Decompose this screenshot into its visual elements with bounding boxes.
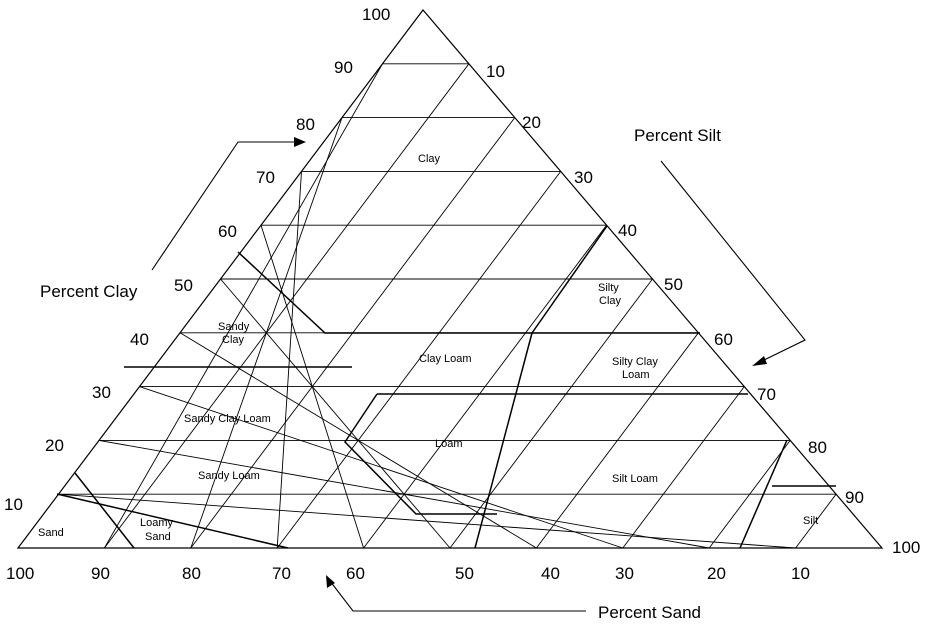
boundary-loam-left (344, 393, 497, 515)
region-label-silty-clay-1: Silty (598, 282, 619, 294)
grid-line-silt (708, 440, 791, 549)
boundary-clay-lower (237, 251, 700, 334)
region-label-clay-loam: Clay Loam (419, 353, 472, 365)
boundary-sand (74, 472, 135, 549)
clay-tick-20: 20 (45, 436, 64, 455)
silt-tick-10: 10 (486, 62, 505, 81)
sand-tick-60: 60 (346, 564, 365, 583)
grid-line-sand (190, 117, 343, 549)
silt-tick-100: 100 (892, 538, 920, 557)
silt-direction-arrow (660, 160, 806, 366)
grid-line-sand (104, 63, 383, 549)
silt-tick-20: 20 (522, 113, 541, 132)
region-label-silty-clay-loam-1: Silty Clay (612, 356, 658, 368)
region-label-sandy-clay-loam: Sandy Clay Loam (184, 413, 271, 425)
grid-line-silt (795, 493, 837, 549)
sand-tick-40: 40 (541, 564, 560, 583)
region-label-loamy-sand-2: Sand (145, 531, 171, 543)
grid-line-sand (260, 225, 365, 549)
silt-tick-90: 90 (845, 488, 864, 507)
triangle-outline (16, 9, 884, 549)
region-label-silty-clay-2: Clay (599, 295, 622, 307)
clay-axis-title: Percent Clay (40, 282, 138, 301)
clay-tick-50: 50 (174, 276, 193, 295)
grid-lines (58, 63, 837, 549)
sand-tick-10: 10 (791, 564, 810, 583)
clay-tick-10: 10 (4, 495, 23, 514)
region-label-silty-clay-loam-2: Loam (622, 369, 650, 381)
region-label-sandy-clay-1: Sandy (218, 321, 250, 333)
region-label-silt-loam: Silt Loam (612, 473, 658, 485)
boundary-loamy-sand (56, 493, 289, 549)
sand-tick-90: 90 (91, 564, 110, 583)
class-boundaries (56, 225, 836, 549)
region-label-sandy-clay-2: Clay (222, 334, 245, 346)
clay-direction-arrow (151, 137, 306, 271)
sand-tick-50: 50 (455, 564, 474, 583)
silt-tick-70: 70 (757, 385, 776, 404)
sand-tick-70: 70 (272, 564, 291, 583)
boundary-silty-clay-loam (474, 332, 533, 549)
clay-tick-40: 40 (130, 330, 149, 349)
grid-line-silt (622, 386, 745, 549)
clay-tick-60: 60 (218, 222, 237, 241)
grid-line-silt (276, 171, 562, 549)
region-label-sandy-loam: Sandy Loam (198, 470, 260, 482)
boundary-silt-left (739, 439, 788, 549)
clay-tick-70: 70 (256, 168, 275, 187)
region-label-loam: Loam (435, 438, 463, 450)
grid-line-sand (276, 171, 302, 549)
grid-line-silt (536, 332, 699, 549)
sand-tick-20: 20 (707, 564, 726, 583)
sand-tick-100: 100 (6, 564, 34, 583)
silt-tick-80: 80 (808, 438, 827, 457)
silt-tick-50: 50 (664, 275, 683, 294)
grid-line-sand (220, 278, 451, 549)
region-label-sand: Sand (38, 527, 64, 539)
region-label-loamy-sand-1: Loamy (140, 517, 174, 529)
clay-axis-ticks: 100 90 80 70 60 50 40 30 20 10 (4, 5, 390, 514)
silt-tick-30: 30 (574, 168, 593, 187)
region-label-silt: Silt (803, 515, 818, 527)
sand-axis-ticks: 100 90 80 70 60 50 40 30 20 10 (6, 564, 810, 583)
sand-tick-30: 30 (615, 564, 634, 583)
clay-tick-90: 90 (334, 58, 353, 77)
sand-axis-title: Percent Sand (598, 603, 701, 622)
region-label-clay: Clay (418, 153, 441, 165)
silt-axis-title: Percent Silt (634, 126, 721, 145)
region-labels: Clay Silty Clay Sandy Clay Clay Loam Sil… (38, 153, 818, 543)
silt-tick-60: 60 (714, 330, 733, 349)
silt-tick-40: 40 (618, 221, 637, 240)
clay-tick-80: 80 (296, 115, 315, 134)
sand-tick-80: 80 (182, 564, 201, 583)
silt-axis-ticks: 10 20 30 40 50 60 70 80 90 100 (486, 62, 920, 557)
grid-line-silt (449, 278, 653, 549)
clay-tick-30: 30 (92, 383, 111, 402)
boundary-silty-clay (531, 225, 608, 334)
sand-direction-arrow (326, 575, 586, 612)
clay-tick-100: 100 (362, 5, 390, 24)
